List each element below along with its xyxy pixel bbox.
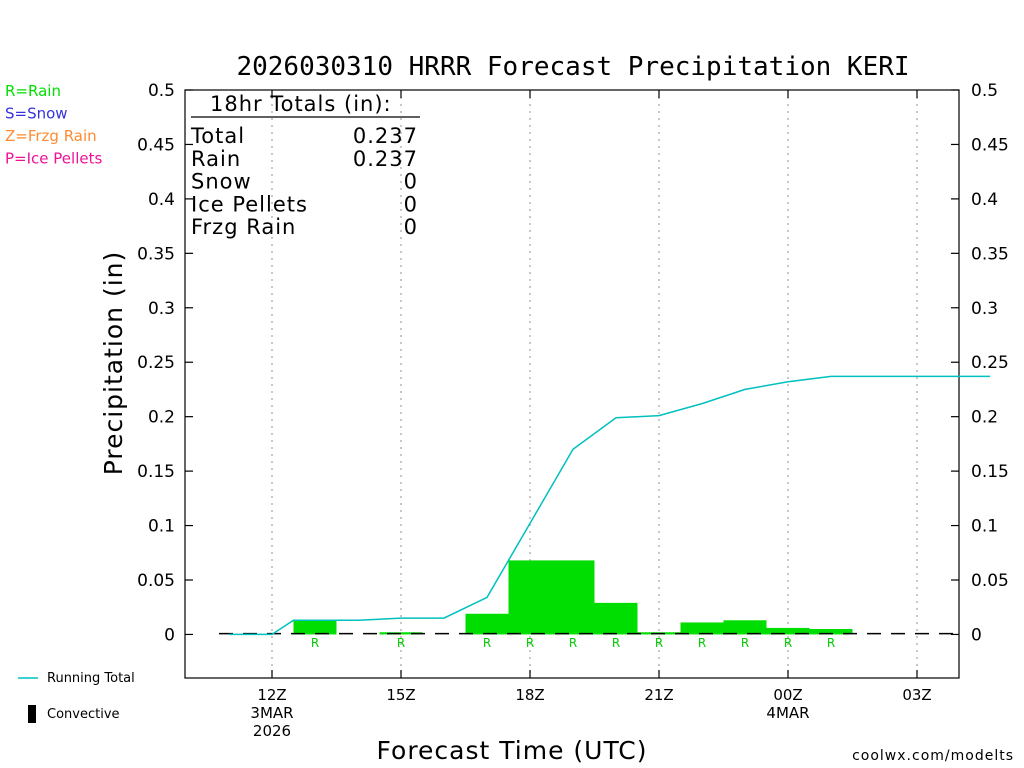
precip-bar — [680, 622, 724, 635]
totals-row-value: 0.237 — [353, 124, 418, 148]
y-tick-label: 0.1 — [148, 517, 175, 537]
y-tick-label: 0.2 — [971, 408, 998, 428]
x-tick-label: 00Z — [773, 686, 802, 704]
legend-item: Z=Frzg Rain — [5, 127, 97, 145]
running-total-legend-label: Running Total — [47, 671, 135, 686]
legend-item: R=Rain — [5, 82, 61, 100]
precip-type-marker: R — [827, 636, 835, 650]
y-axis-title: Precipitation (in) — [99, 251, 128, 476]
y-tick-label: 0 — [164, 625, 175, 645]
precip-type-marker: R — [483, 636, 491, 650]
y-tick-label: 0.25 — [137, 353, 175, 373]
precip-bar — [508, 560, 552, 635]
legend-item: S=Snow — [5, 105, 68, 123]
y-tick-label: 0.4 — [148, 190, 175, 210]
convective-legend-swatch — [28, 705, 36, 723]
convective-legend-label: Convective — [47, 707, 120, 722]
totals-row-value: 0 — [404, 170, 418, 194]
y-tick-label: 0.35 — [971, 244, 1009, 264]
precip-bar — [551, 560, 595, 635]
totals-row-label: Total — [190, 124, 245, 148]
x-tick-label: 15Z — [386, 686, 415, 704]
y-tick-label: 0.15 — [971, 462, 1009, 482]
totals-row-label: Snow — [191, 170, 252, 194]
y-tick-label: 0.15 — [137, 462, 175, 482]
precip-type-legend: R=Rain S=Snow Z=Frzg Rain P=Ice Pellets — [5, 82, 102, 168]
precip-bar — [293, 620, 337, 635]
credit-text: coolwx.com/modelts — [852, 748, 1014, 764]
y-axis-right: 0 0.05 0.1 0.15 0.2 0.25 0.3 0.35 0.4 0.45 0.5 — [951, 81, 1009, 645]
precip-bar — [465, 613, 509, 635]
totals-row-value: 0 — [404, 192, 418, 216]
precip-type-marker: R — [569, 636, 577, 650]
precip-type-marker: R — [397, 636, 405, 650]
y-tick-label: 0.5 — [971, 81, 998, 101]
x-tick-label: 4MAR — [766, 704, 809, 722]
y-tick-label: 0.25 — [971, 353, 1009, 373]
precip-type-marker: R — [741, 636, 749, 650]
y-tick-label: 0.45 — [971, 135, 1009, 155]
y-tick-label: 0.3 — [971, 299, 998, 319]
precip-bars — [293, 560, 853, 635]
y-tick-label: 0.05 — [971, 571, 1009, 591]
x-tick-label: 2026 — [253, 722, 291, 740]
x-axis-title: Forecast Time (UTC) — [377, 736, 648, 765]
totals-row-value: 0 — [404, 215, 418, 239]
y-tick-label: 0.3 — [148, 299, 175, 319]
y-tick-label: 0.35 — [137, 244, 175, 264]
running-total-line — [229, 375, 991, 636]
precip-bar — [723, 620, 767, 635]
precip-type-marker: R — [612, 636, 620, 650]
x-tick-label: 3MAR — [250, 704, 293, 722]
x-tick-label: 12Z — [257, 686, 286, 704]
totals-row-label: Ice Pellets — [191, 192, 308, 216]
precip-type-marker: R — [784, 636, 792, 650]
totals-row-value: 0.237 — [353, 147, 418, 171]
precip-type-marker: R — [655, 636, 663, 650]
plot-frame — [184, 89, 960, 679]
precip-bar — [594, 602, 638, 635]
precip-type-marker: R — [698, 636, 706, 650]
y-tick-label: 0.45 — [137, 135, 175, 155]
y-tick-label: 0.4 — [971, 190, 998, 210]
totals-row-label: Rain — [191, 147, 241, 171]
y-tick-label: 0.2 — [148, 408, 175, 428]
y-tick-label: 0.1 — [971, 517, 998, 537]
totals-header: 18hr Totals (in): — [210, 92, 392, 116]
precip-type-marker: R — [526, 636, 534, 650]
y-tick-label: 0.5 — [148, 81, 175, 101]
chart-title: 2026030310 HRRR Forecast Precipitation K… — [236, 52, 909, 82]
legend-item: P=Ice Pellets — [5, 150, 102, 168]
precip-bar — [766, 627, 810, 635]
totals-box: 18hr Totals (in): Total 0.237 Rain 0.237 Sno… — [190, 92, 420, 239]
x-tick-label: 21Z — [644, 686, 673, 704]
x-tick-label: 18Z — [515, 686, 544, 704]
x-tick-label: 03Z — [902, 686, 931, 704]
y-tick-label: 0 — [971, 625, 982, 645]
totals-row-label: Frzg Rain — [191, 215, 296, 239]
precip-type-marker: R — [311, 636, 319, 650]
y-tick-label: 0.05 — [137, 571, 175, 591]
precip-bar — [809, 629, 853, 635]
y-axis-left: 0 0.05 0.1 0.15 0.2 0.25 0.3 0.35 0.4 0.45 0.5 — [137, 81, 193, 645]
